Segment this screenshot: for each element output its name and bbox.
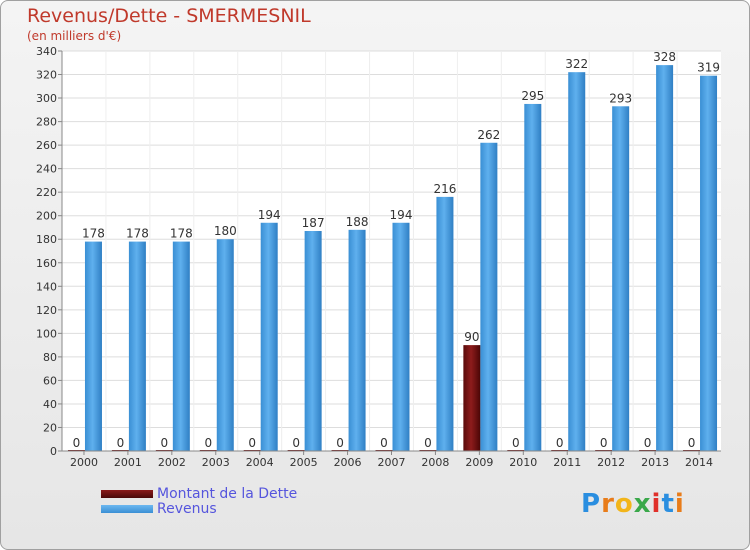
data-label-revenus: 293	[609, 91, 632, 105]
bar-revenus	[568, 72, 586, 452]
y-tick-label: 300	[36, 92, 57, 105]
x-tick-label: 2007	[378, 456, 406, 469]
data-label-dette: 0	[688, 436, 696, 450]
proxiti-logo: Proxiti	[581, 489, 685, 519]
y-tick-label: 280	[36, 116, 57, 129]
bar-revenus	[524, 103, 542, 452]
y-tick-label: 40	[43, 398, 57, 411]
y-tick-label: 20	[43, 421, 57, 434]
x-tick-label: 2008	[421, 456, 449, 469]
x-tick-label: 2014	[685, 456, 713, 469]
data-label-dette: 90	[464, 330, 479, 344]
legend-swatch-revenus	[101, 505, 153, 513]
bar-dette	[463, 345, 481, 451]
data-label-revenus: 188	[346, 215, 369, 229]
x-tick-label: 2010	[509, 456, 537, 469]
bar-revenus	[128, 241, 146, 451]
y-tick-label: 160	[36, 257, 57, 270]
bar-revenus	[656, 65, 674, 451]
y-tick-label: 180	[36, 233, 57, 246]
bar-revenus	[260, 222, 278, 451]
data-label-revenus: 178	[170, 227, 193, 241]
x-tick-label: 2009	[465, 456, 493, 469]
logo-letter: P	[581, 489, 602, 519]
y-tick-label: 200	[36, 210, 57, 223]
data-label-dette: 0	[117, 436, 125, 450]
x-tick-label: 2003	[202, 456, 230, 469]
data-label-revenus: 180	[214, 224, 237, 238]
bar-revenus	[392, 222, 410, 451]
data-label-dette: 0	[600, 436, 608, 450]
x-tick-label: 2001	[114, 456, 142, 469]
data-label-dette: 0	[556, 436, 564, 450]
data-label-dette: 0	[336, 436, 344, 450]
x-tick-label: 2002	[158, 456, 186, 469]
data-label-dette: 0	[161, 436, 169, 450]
logo-letter: r	[601, 489, 615, 519]
bar-revenus	[216, 239, 234, 451]
x-tick-label: 2012	[597, 456, 625, 469]
logo-letter: i	[651, 489, 662, 519]
legend-label-dette: Montant de la Dette	[157, 486, 298, 502]
y-tick-label: 140	[36, 280, 57, 293]
bar-revenus	[612, 106, 630, 451]
data-label-revenus: 194	[390, 208, 413, 222]
data-label-dette: 0	[73, 436, 81, 450]
data-label-revenus: 187	[302, 216, 325, 230]
x-tick-label: 2006	[334, 456, 362, 469]
data-label-dette: 0	[644, 436, 652, 450]
y-tick-label: 240	[36, 163, 57, 176]
logo-letter: x	[633, 489, 652, 519]
y-tick-label: 120	[36, 304, 57, 317]
data-label-revenus: 178	[82, 227, 105, 241]
data-label-dette: 0	[424, 436, 432, 450]
y-tick-label: 260	[36, 139, 57, 152]
data-label-revenus: 319	[697, 61, 720, 75]
x-tick-label: 2011	[553, 456, 581, 469]
data-label-revenus: 328	[653, 50, 676, 64]
bar-revenus	[84, 241, 102, 451]
bar-revenus	[436, 196, 454, 451]
data-label-revenus: 216	[433, 182, 456, 196]
y-tick-label: 220	[36, 186, 57, 199]
legend-label-revenus: Revenus	[157, 501, 217, 517]
data-label-dette: 0	[204, 436, 212, 450]
chart-subtitle: (en milliers d'€)	[27, 29, 122, 43]
x-tick-label: 2013	[641, 456, 669, 469]
plot-area	[62, 51, 721, 451]
data-label-dette: 0	[380, 436, 388, 450]
data-label-dette: 0	[248, 436, 256, 450]
bar-revenus	[172, 241, 190, 451]
x-tick-label: 2005	[290, 456, 318, 469]
bar-revenus	[348, 229, 366, 451]
data-label-revenus: 194	[258, 208, 281, 222]
legend-swatch-dette	[101, 490, 153, 498]
y-tick-label: 0	[50, 445, 57, 458]
chart-title: Revenus/Dette - SMERMESNIL	[27, 5, 311, 27]
y-tick-label: 80	[43, 351, 57, 364]
y-tick-label: 100	[36, 327, 57, 340]
logo-letter: i	[674, 489, 685, 519]
data-label-revenus: 322	[565, 57, 588, 71]
bar-revenus	[700, 75, 718, 452]
data-label-revenus: 178	[126, 227, 149, 241]
y-tick-label: 60	[43, 374, 57, 387]
logo-letter: o	[614, 489, 634, 519]
data-label-revenus: 295	[521, 89, 544, 103]
bar-revenus	[480, 142, 498, 451]
x-tick-label: 2004	[246, 456, 274, 469]
data-label-dette: 0	[512, 436, 520, 450]
y-tick-label: 320	[36, 69, 57, 82]
x-tick-label: 2000	[70, 456, 98, 469]
logo-letter: t	[661, 489, 675, 519]
bar-revenus	[304, 231, 322, 451]
y-tick-label: 340	[36, 45, 57, 58]
data-label-dette: 0	[292, 436, 300, 450]
data-label-revenus: 262	[477, 128, 500, 142]
